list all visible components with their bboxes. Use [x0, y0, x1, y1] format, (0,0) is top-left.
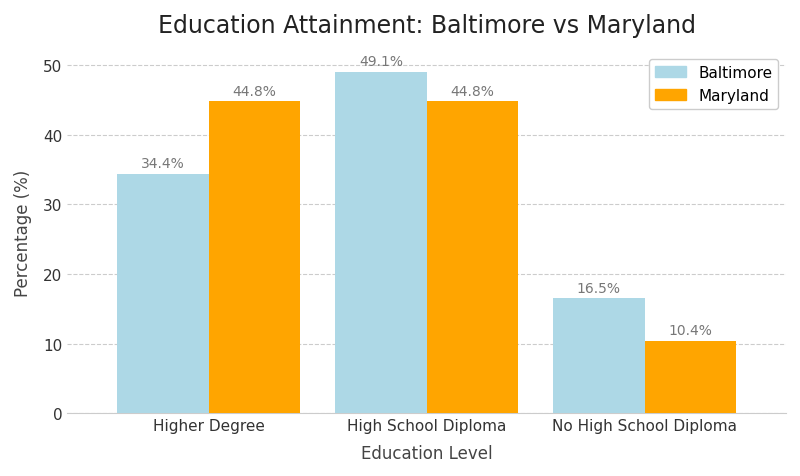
Bar — [209, 102, 300, 413]
Bar — [553, 299, 645, 413]
Text: 34.4%: 34.4% — [142, 157, 185, 171]
Text: 16.5%: 16.5% — [577, 281, 621, 295]
Text: 10.4%: 10.4% — [668, 324, 712, 337]
Text: 44.8%: 44.8% — [233, 85, 277, 99]
Legend: Baltimore, Maryland: Baltimore, Maryland — [650, 60, 778, 109]
Y-axis label: Percentage (%): Percentage (%) — [14, 169, 32, 296]
Title: Education Attainment: Baltimore vs Maryland: Education Attainment: Baltimore vs Maryl… — [158, 14, 696, 38]
Text: 44.8%: 44.8% — [450, 85, 494, 99]
Bar — [118, 174, 209, 413]
Bar — [426, 102, 518, 413]
Bar — [645, 341, 736, 413]
Text: 49.1%: 49.1% — [359, 55, 403, 69]
X-axis label: Education Level: Education Level — [361, 444, 493, 462]
Bar — [335, 72, 426, 413]
